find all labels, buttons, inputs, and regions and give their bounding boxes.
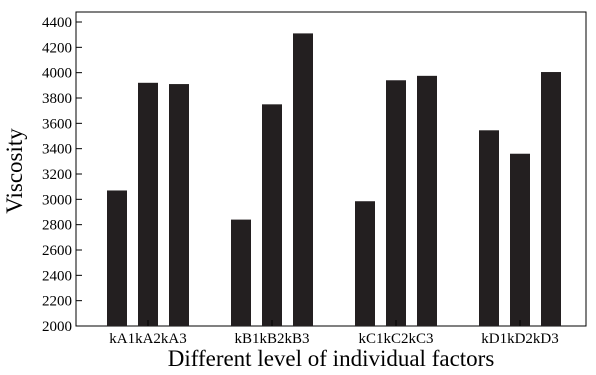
y-tick-label: 3400	[42, 142, 72, 158]
x-group-label: kB1kB2kB3	[234, 331, 309, 347]
y-tick-label: 3600	[42, 116, 72, 132]
bar-kB1	[231, 219, 251, 326]
y-tick-label: 4000	[42, 66, 72, 82]
y-tick-label: 4400	[42, 15, 72, 31]
bars	[107, 33, 561, 327]
bar-kD2	[510, 153, 530, 326]
y-tick-label: 3800	[42, 91, 72, 107]
y-axis-ticks: 2000 2200 2400 2600 2800 3000 3200 3400 3600 3800…	[42, 15, 82, 335]
x-group-label: kC1kC2kC3	[358, 331, 433, 347]
y-tick-label: 2600	[42, 243, 72, 259]
bar-kA1	[107, 190, 127, 326]
bar-kD3	[541, 72, 561, 327]
y-axis-title: Viscosity	[2, 128, 27, 214]
x-group-label: kD1kD2kD3	[481, 331, 559, 347]
y-tick-label: 4200	[42, 40, 72, 56]
bar-kA2	[138, 82, 158, 326]
y-tick-label: 2800	[42, 218, 72, 234]
bar-kC3	[417, 75, 437, 326]
x-axis-title: Different level of individual factors	[168, 346, 495, 371]
y-tick-label: 2200	[42, 294, 72, 310]
y-tick-label: 3000	[42, 192, 72, 208]
bar-kB3	[293, 33, 313, 327]
bar-kA3	[169, 84, 189, 326]
bar-kD1	[479, 130, 499, 326]
bar-kB2	[262, 104, 282, 326]
plot-frame	[75, 11, 587, 327]
bar-kC2	[386, 80, 406, 327]
x-group-label: kA1kA2kA3	[109, 331, 187, 347]
x-axis-group-labels: kA1kA2kA3 kB1kB2kB3 kC1kC2kC3 kD1kD2kD3	[109, 320, 559, 347]
y-tick-label: 2400	[42, 268, 72, 284]
bar-kC1	[355, 201, 375, 326]
y-tick-label: 2000	[42, 319, 72, 335]
y-tick-label: 3200	[42, 167, 72, 183]
